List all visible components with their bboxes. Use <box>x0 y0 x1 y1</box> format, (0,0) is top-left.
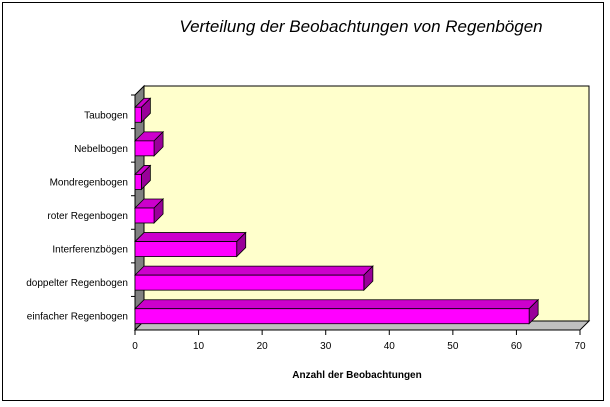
x-axis-label: Anzahl der Beobachtungen <box>292 370 421 381</box>
bar-front <box>134 241 238 257</box>
bar-top <box>134 299 540 310</box>
bar-front <box>134 308 530 325</box>
bar-front <box>134 274 365 291</box>
category-labels: Taubogen Nebelbogen Mondregenbogen roter Re… <box>26 94 135 323</box>
x-axis: 0 10 20 30 40 50 60 70 <box>132 329 586 352</box>
plot-walls <box>133 84 591 332</box>
category-label: roter Regenbogen <box>47 211 128 222</box>
category-label: Mondregenbogen <box>50 177 128 188</box>
bar-front <box>134 174 142 190</box>
bar <box>134 164 152 191</box>
category-label: doppelter Regenbogen <box>26 278 128 289</box>
category-label: Nebelbogen <box>74 144 128 155</box>
x-tick-label: 70 <box>574 341 586 352</box>
category-label: Interferenzbögen <box>52 245 128 256</box>
x-tick-label: 50 <box>447 341 459 352</box>
category-label: Taubogen <box>84 110 128 121</box>
x-tick-label: 30 <box>320 341 332 352</box>
chart-title: Verteilung der Beobachtungen von Regenbö… <box>179 17 542 36</box>
bar <box>134 97 152 124</box>
category-label: einfacher Regenbogen <box>27 312 128 323</box>
bar <box>134 130 165 157</box>
bar-top <box>134 265 374 276</box>
x-tick-label: 40 <box>384 341 396 352</box>
x-tick-label: 0 <box>132 341 138 352</box>
bar <box>134 198 165 224</box>
bar-front <box>134 207 155 224</box>
bar <box>134 265 374 292</box>
bar-top <box>134 232 247 242</box>
bar <box>134 231 247 258</box>
x-tick-label: 60 <box>511 341 523 352</box>
x-tick-label: 10 <box>193 341 205 352</box>
bars <box>134 97 540 325</box>
bar <box>134 298 540 325</box>
bar-front <box>134 140 155 157</box>
x-tick-label: 20 <box>257 341 269 352</box>
bar-front <box>134 106 142 123</box>
